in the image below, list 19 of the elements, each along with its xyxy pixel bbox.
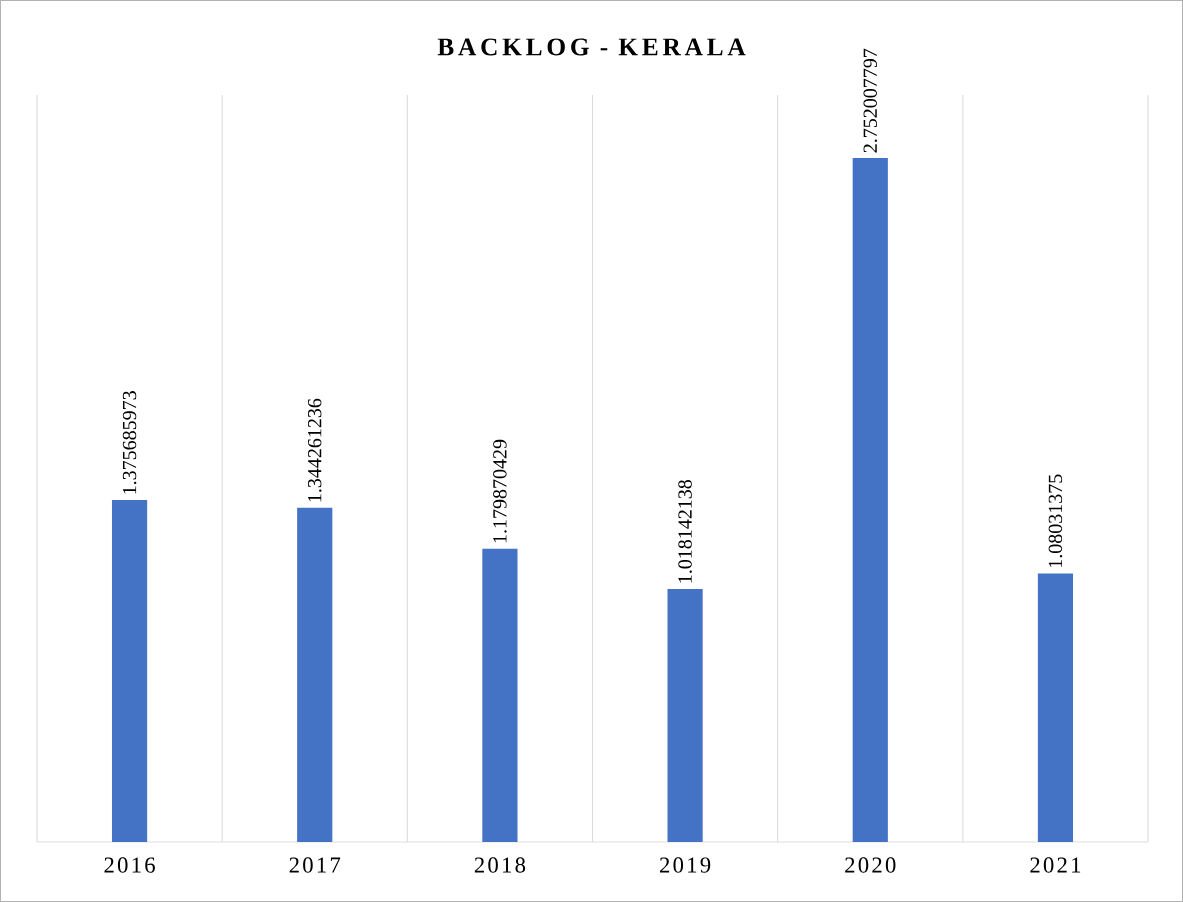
bar	[667, 588, 703, 843]
bar	[111, 500, 148, 843]
x-tick-label: 2017	[289, 857, 341, 873]
data-label: 1.08031375	[1048, 474, 1063, 568]
x-tick-label: 2020	[845, 857, 896, 873]
x-tick-label: 2019	[660, 857, 711, 873]
data-label: 1.179870429	[493, 439, 507, 543]
data-label: 2.752007797	[863, 48, 878, 153]
data-label: 1.018142138	[678, 479, 692, 583]
x-tick-label: 2021	[1030, 857, 1081, 873]
x-tick-label: 2016	[104, 857, 155, 873]
bar	[852, 157, 888, 843]
bar	[482, 548, 518, 843]
bar	[1037, 573, 1074, 843]
x-tick-label: 2018	[474, 857, 526, 873]
bar	[297, 507, 333, 843]
data-label: 1.375685973	[122, 391, 137, 494]
data-label: 1.344261236	[307, 398, 322, 502]
chart-title: BACKLOG - KERALA	[437, 38, 746, 56]
